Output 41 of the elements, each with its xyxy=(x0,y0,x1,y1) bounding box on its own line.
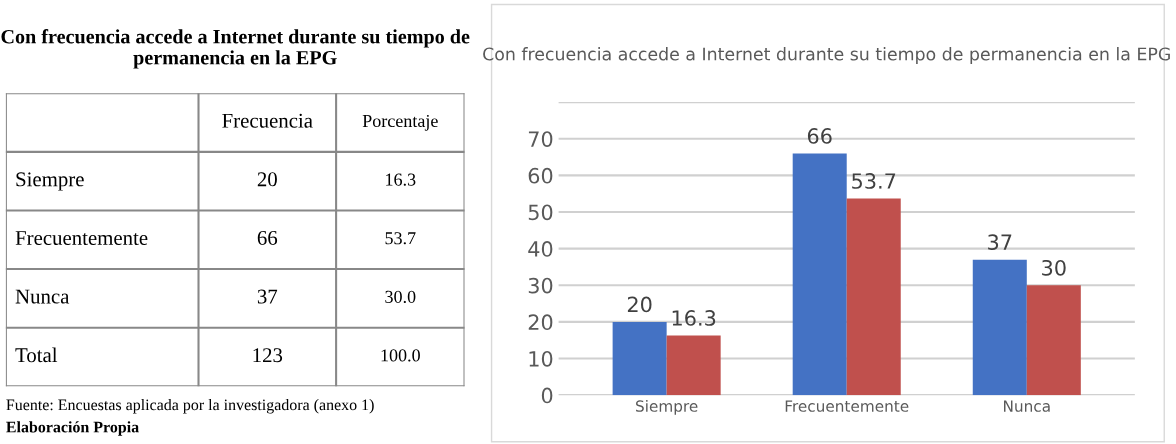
text: Frecuencia xyxy=(222,113,313,128)
category-label: Nunca xyxy=(15,289,70,304)
bar xyxy=(846,198,901,396)
data-label: 20 xyxy=(257,172,277,187)
category-label: Frecuentemente xyxy=(15,231,148,245)
bar xyxy=(972,259,1027,396)
bar xyxy=(1026,285,1081,396)
data-label: 66 xyxy=(807,128,832,144)
data-label: 20 xyxy=(627,296,652,313)
category-label: Total xyxy=(15,347,58,363)
data-label: 37 xyxy=(257,289,278,304)
chart-title: Con frecuencia accede a Internet durante su tiempo de permanencia en la EPG xyxy=(483,47,1170,64)
y-tick-label: 0 xyxy=(541,387,553,404)
text: Porcentaje xyxy=(362,114,438,131)
data-label: 30.0 xyxy=(385,290,416,303)
bar xyxy=(612,321,667,396)
source-note: Fuente: Encuestas aplicada por la investigadora (anexo 1) xyxy=(6,399,374,414)
data-label: 30 xyxy=(1042,259,1066,276)
data-label: 100.0 xyxy=(381,349,420,362)
x-tick-label: Siempre xyxy=(636,400,698,415)
bar xyxy=(666,335,721,396)
data-label: 66 xyxy=(257,230,278,245)
x-tick-label: Nunca xyxy=(1004,400,1050,412)
y-tick-label: 60 xyxy=(528,167,553,184)
y-tick-label: 20 xyxy=(528,314,553,331)
data-label: 37 xyxy=(988,234,1012,251)
bar xyxy=(792,153,847,396)
data-label: 53.7 xyxy=(385,232,416,245)
data-label: 123 xyxy=(253,348,283,363)
data-label: 53.7 xyxy=(852,173,896,189)
y-tick-label: 40 xyxy=(528,241,553,257)
y-tick-label: 30 xyxy=(528,277,553,294)
y-tick-label: 70 xyxy=(528,131,553,147)
x-tick-label: Frecuentemente xyxy=(785,400,909,412)
data-label: 16.3 xyxy=(672,310,716,326)
text: Elaboración Propia xyxy=(6,421,139,436)
text: Con frecuencia accede a Internet durante su tiempo de permanencia en la EPG xyxy=(1,29,470,69)
data-label: 16.3 xyxy=(386,173,416,186)
y-tick-label: 10 xyxy=(529,350,553,367)
y-tick-label: 50 xyxy=(528,204,553,221)
category-label: Siempre xyxy=(16,172,84,191)
